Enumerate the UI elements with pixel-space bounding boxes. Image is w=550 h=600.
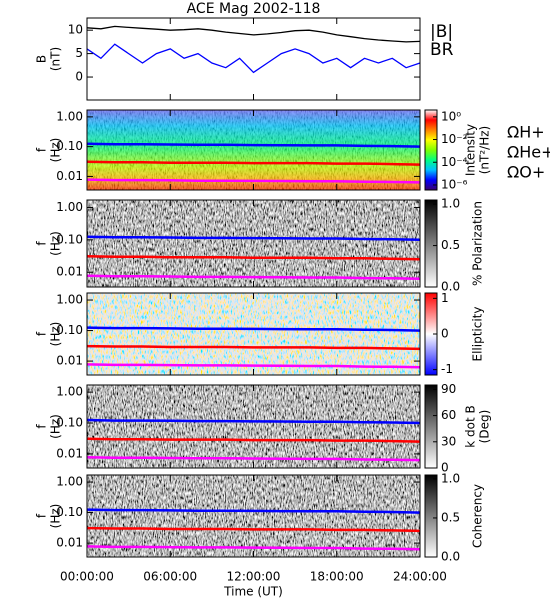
- y-tick-label: 0.10: [56, 505, 83, 519]
- y-axis-label: f: [35, 424, 49, 429]
- series-line: [86, 455, 421, 462]
- y-tick-label: 0.10: [56, 139, 83, 153]
- series-line: [86, 508, 421, 514]
- series-line: [86, 363, 421, 369]
- series-line: [86, 526, 421, 533]
- y-tick-label: 1.00: [56, 475, 83, 489]
- y-axis-label: (Hz): [49, 322, 63, 347]
- y-axis-label: f: [35, 513, 49, 518]
- series-line: [86, 326, 421, 332]
- plot-frame: [86, 292, 421, 376]
- colorbar-tick-label: 60: [441, 408, 456, 422]
- plot-frame: [86, 109, 421, 191]
- y-axis-label: (Hz): [49, 504, 63, 529]
- colorbar: [424, 384, 438, 469]
- y-tick-label: 0.10: [56, 416, 83, 430]
- y-tick-label: 5: [75, 46, 83, 60]
- colorbar: [424, 109, 438, 191]
- y-axis-label: (Hz): [49, 231, 63, 256]
- colorbar-tick-label: 0.0: [441, 280, 460, 294]
- series-line: [86, 43, 421, 74]
- series-line: [86, 274, 421, 280]
- x-tick-label: 24:00:00: [393, 570, 447, 584]
- y-tick-label: 0.01: [56, 446, 83, 460]
- series-line: [86, 418, 421, 425]
- y-tick-label: 1.00: [56, 385, 83, 399]
- y-axis-label: f: [35, 147, 49, 152]
- y-axis-label: (Hz): [49, 414, 63, 439]
- y-tick-label: 1.00: [56, 293, 83, 307]
- x-tick-label: 12:00:00: [227, 570, 281, 584]
- plot-frame: [86, 474, 421, 558]
- colorbar-tick-label: 10⁰: [441, 109, 461, 123]
- spectrogram-image: [87, 385, 420, 468]
- plot-frame: [86, 199, 421, 288]
- y-tick-label: 0: [75, 70, 83, 84]
- x-axis-label: Time (UT): [223, 585, 283, 599]
- colorbar-tick-label: 1.0: [441, 197, 460, 211]
- plot-frame: [86, 17, 421, 101]
- plot-frame: [86, 384, 421, 469]
- colorbar-tick-label: 0: [441, 327, 449, 341]
- series-line: [86, 25, 421, 43]
- y-tick-label: 0.10: [56, 232, 83, 246]
- colorbar-label: Intensity: [464, 124, 478, 176]
- colorbar: [424, 474, 438, 558]
- colorbar-tick-label: 0.5: [441, 238, 460, 252]
- series-line: [86, 160, 421, 166]
- y-tick-label: 0.01: [56, 265, 83, 279]
- legend-label: ΩO+: [507, 163, 545, 182]
- spectrogram-image: [87, 475, 420, 557]
- y-axis-label: B: [35, 55, 49, 63]
- colorbar-label: (Deg): [478, 410, 492, 444]
- series-line: [86, 545, 421, 551]
- spectrogram-image: [87, 200, 420, 287]
- y-tick-label: 10: [68, 23, 83, 37]
- y-tick-label: 0.01: [56, 354, 83, 368]
- spectrogram-image: [87, 293, 420, 375]
- colorbar-label: (nT²/Hz): [478, 126, 492, 174]
- colorbar: [424, 199, 438, 288]
- y-axis-label: f: [35, 241, 49, 246]
- y-axis-label: (nT): [49, 47, 63, 71]
- series-line: [86, 142, 421, 148]
- colorbar-tick-label: 0: [441, 461, 449, 475]
- colorbar-label: k dot B: [464, 405, 478, 447]
- colorbar-tick-label: -1: [441, 362, 453, 376]
- y-tick-label: 0.01: [56, 169, 83, 183]
- y-axis-label: (Hz): [49, 138, 63, 163]
- y-tick-label: 1.00: [56, 109, 83, 123]
- series-line: [86, 255, 421, 261]
- colorbar-label: Coherency: [471, 484, 485, 548]
- series-line: [86, 235, 421, 242]
- colorbar-tick-label: 30: [441, 434, 456, 448]
- legend-label: |B|: [430, 22, 453, 42]
- legend-label: BR: [430, 40, 454, 60]
- colorbar-tick-label: 10⁻²: [441, 132, 468, 146]
- y-axis-label: f: [35, 331, 49, 336]
- colorbar-tick-label: 90: [441, 382, 456, 396]
- chart-title: ACE Mag 2002-118: [187, 1, 321, 17]
- x-tick-label: 06:00:00: [143, 570, 197, 584]
- colorbar-label: % Polarization: [471, 201, 485, 286]
- colorbar-tick-label: 1.0: [441, 471, 460, 485]
- colorbar-tick-label: 10⁻⁶: [441, 177, 468, 191]
- series-line: [86, 437, 421, 443]
- legend-label: ΩH+: [507, 123, 545, 142]
- series-line: [86, 178, 421, 184]
- y-tick-label: 0.01: [56, 536, 83, 550]
- colorbar-tick-label: 10⁻⁴: [441, 155, 468, 169]
- series-line: [86, 344, 421, 351]
- spectrogram-texture: [87, 110, 420, 190]
- y-tick-label: 0.10: [56, 323, 83, 337]
- colorbar-tick-label: 0.5: [441, 510, 460, 524]
- x-tick-label: 00:00:00: [60, 570, 114, 584]
- y-tick-label: 1.00: [56, 200, 83, 214]
- colorbar-label: Ellipticity: [471, 307, 485, 362]
- colorbar-tick-label: 1: [441, 291, 449, 305]
- legend-label: ΩHe+: [507, 143, 550, 162]
- x-tick-label: 18:00:00: [310, 570, 364, 584]
- colorbar-tick-label: 0.0: [441, 550, 460, 564]
